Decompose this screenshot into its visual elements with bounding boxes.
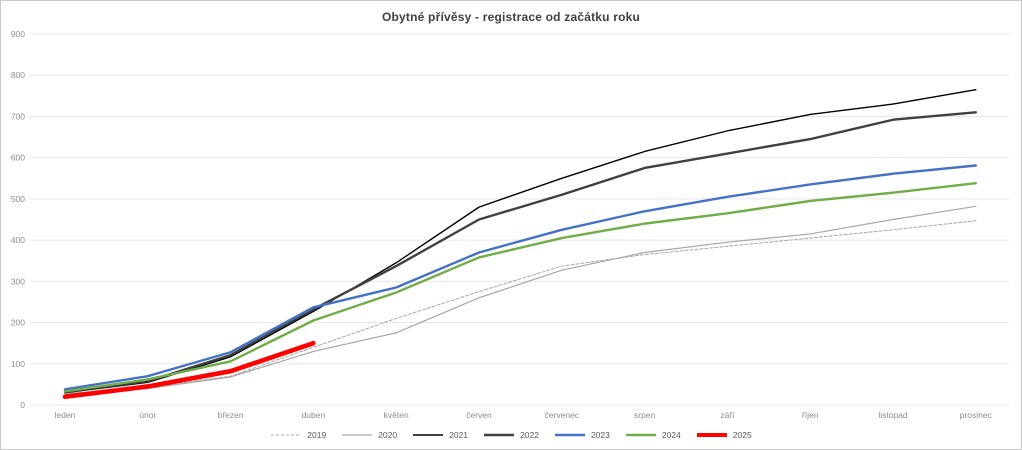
x-tick-label-duben: duben — [302, 410, 326, 420]
x-tick-label-květen: květen — [384, 410, 409, 420]
y-tick-label-600: 600 — [11, 153, 25, 163]
x-tick-label-říjen: říjen — [802, 410, 819, 420]
y-tick-label-200: 200 — [11, 318, 25, 328]
chart-title: Obytné přívěsy - registrace od začátku r… — [381, 10, 641, 24]
x-tick-label-listopad: listopad — [878, 410, 908, 420]
y-tick-label-0: 0 — [20, 400, 25, 410]
legend-swatch-2024 — [625, 433, 656, 437]
y-tick-label-500: 500 — [11, 194, 25, 204]
x-tick-label-březen: březen — [218, 410, 244, 420]
legend-item-2019: 2019 — [270, 430, 326, 440]
series-line-2024 — [63, 182, 977, 393]
series-line-2022 — [63, 111, 977, 394]
legend-label-2025: 2025 — [732, 430, 752, 440]
legend-swatch-2020 — [342, 434, 373, 436]
x-axis-labels: leden únor březen duben květen červen červenec… — [55, 410, 993, 420]
legend-swatch-2021 — [413, 434, 444, 436]
x-tick-label-leden: leden — [55, 410, 76, 420]
legend-item-2023: 2023 — [554, 430, 610, 440]
y-tick-label-900: 900 — [11, 29, 25, 39]
x-tick-label-červen: červen — [466, 410, 492, 420]
series-line-2025 — [62, 340, 316, 400]
x-tick-label-srpen: srpen — [634, 410, 656, 420]
legend-swatch-2023 — [554, 433, 585, 437]
legend-label-2024: 2024 — [661, 430, 681, 440]
series-line-2021 — [64, 88, 977, 394]
legend-item-2020: 2020 — [341, 430, 397, 440]
legend-label-2023: 2023 — [590, 430, 610, 440]
legend-item-2021: 2021 — [412, 430, 468, 440]
legend-label-2019: 2019 — [307, 430, 327, 440]
series-lines — [62, 88, 977, 400]
legend-item-2022: 2022 — [483, 430, 539, 440]
legend-label-2022: 2022 — [520, 430, 539, 440]
y-tick-label-700: 700 — [11, 111, 25, 121]
y-axis-labels: 0 100 200 300 400 500 600 700 800 900 — [11, 29, 25, 410]
x-tick-label-únor: únor — [139, 410, 156, 420]
legend-label-2020: 2020 — [378, 430, 398, 440]
x-tick-label-červenec: červenec — [545, 410, 580, 420]
legend-swatch-2019 — [271, 434, 302, 436]
legend-swatch-2025 — [696, 433, 727, 437]
series-line-2023 — [63, 164, 977, 391]
legend-label-2021: 2021 — [449, 430, 469, 440]
series-line-2020 — [64, 205, 977, 395]
legend-item-2025: 2025 — [696, 430, 752, 440]
y-tick-label-400: 400 — [11, 235, 25, 245]
legend-item-2024: 2024 — [625, 430, 681, 440]
series-line-2019 — [64, 220, 977, 395]
x-tick-label-prosinec: prosinec — [960, 410, 993, 420]
legend: 2019 2020 2021 2022 2023 2024 2025 — [1, 430, 1021, 440]
legend-swatch-2022 — [484, 433, 515, 437]
gridlines — [29, 33, 1009, 406]
y-tick-label-800: 800 — [11, 70, 25, 80]
y-tick-label-100: 100 — [11, 359, 25, 369]
y-tick-label-300: 300 — [11, 276, 25, 286]
x-tick-label-září: září — [720, 410, 735, 420]
